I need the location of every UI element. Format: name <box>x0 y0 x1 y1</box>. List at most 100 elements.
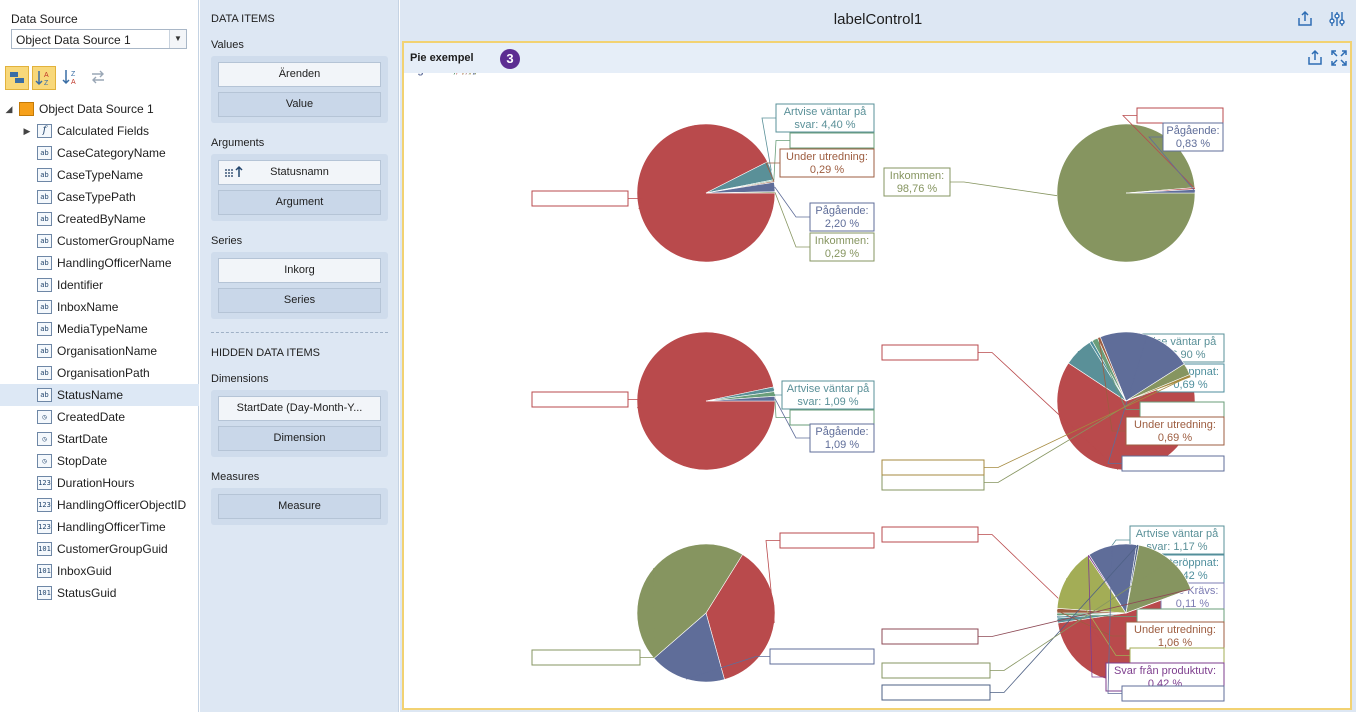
series-placeholder-button[interactable]: Series <box>218 288 381 313</box>
label-connector <box>773 140 790 181</box>
hidden-data-items-title: HIDDEN DATA ITEMS <box>211 347 320 359</box>
tree-item[interactable]: ab OrganisationName <box>0 340 199 362</box>
tree-item[interactable]: ab MediaTypeName <box>0 318 199 340</box>
tree-item[interactable]: ab CaseTypeName <box>0 164 199 186</box>
values-label: Values <box>211 39 244 51</box>
data-label-box <box>881 684 991 701</box>
date-field-icon: ◷ <box>37 432 52 446</box>
swap-icon[interactable] <box>86 66 110 90</box>
data-label-box <box>779 148 875 178</box>
data-label-box <box>779 532 875 549</box>
date-field-icon: ◷ <box>37 454 52 468</box>
tree-item[interactable]: ab CreatedByName <box>0 208 199 230</box>
func-field-icon: f <box>37 124 52 138</box>
label-connector <box>686 656 770 680</box>
data-label-box <box>809 423 875 453</box>
guid-field-icon: 101 <box>37 586 52 600</box>
number-field-icon: 123 <box>37 498 52 512</box>
pie-slice[interactable] <box>1056 555 1127 614</box>
data-label-box <box>531 190 629 207</box>
chevron-down-icon[interactable]: ▼ <box>169 30 186 48</box>
dimensions-group: StartDate (Day-Month-Y... Dimension <box>211 390 388 457</box>
collapsed-arrow-icon[interactable]: ▶ <box>23 126 31 136</box>
group-by-type-icon[interactable] <box>5 66 29 90</box>
pie-item-title: Pie exempel <box>410 52 474 64</box>
tree-item-label: InboxGuid <box>57 564 112 578</box>
tree-item[interactable]: ◷ StopDate <box>0 450 199 472</box>
label-connector <box>984 368 1188 483</box>
tree-item[interactable]: 123 HandlingOfficerObjectID <box>0 494 199 516</box>
maximize-icon[interactable] <box>1330 49 1348 70</box>
tree-item[interactable]: ◷ StartDate <box>0 428 199 450</box>
tree-item[interactable]: ab StatusName <box>0 384 199 406</box>
data-label: Under utredning: 0,29 % <box>786 151 868 176</box>
string-field-icon: ab <box>37 344 52 358</box>
tree-item-label: HandlingOfficerObjectID <box>57 498 187 512</box>
values-item-button[interactable]: Ärenden <box>218 62 381 87</box>
dashboard-title: labelControl1 <box>833 11 923 28</box>
data-label-box <box>1139 401 1225 418</box>
tree-item[interactable]: 123 HandlingOfficerTime <box>0 516 199 538</box>
number-field-icon: 123 <box>37 476 52 490</box>
sort-grid-icon <box>224 161 246 184</box>
tree-item[interactable]: ab CaseCategoryName <box>0 142 199 164</box>
dimensions-item-button[interactable]: StartDate (Day-Month-Y... <box>218 396 381 421</box>
tree-item-label: CustomerGroupName <box>57 234 175 248</box>
tree-item[interactable]: ab Identifier <box>0 274 199 296</box>
tree-item[interactable]: ab InboxName <box>0 296 199 318</box>
tree-item[interactable]: ◢ Object Data Source 1 <box>0 98 199 120</box>
tree-item-label: CustomerGroupGuid <box>57 542 168 556</box>
dimensions-label: Dimensions <box>211 373 269 385</box>
string-field-icon: ab <box>37 146 52 160</box>
export-icon[interactable] <box>1296 10 1314 28</box>
label-connector <box>774 192 810 248</box>
number-field-icon: 123 <box>37 520 52 534</box>
series-label: Series <box>211 235 243 247</box>
tree-item[interactable]: 101 StatusGuid <box>0 582 199 604</box>
label-connector <box>765 162 780 182</box>
label-connector <box>1122 115 1196 189</box>
dimensions-placeholder-button[interactable]: Dimension <box>218 426 381 451</box>
tree-item-label: OrganisationPath <box>57 366 150 380</box>
data-items-title: DATA ITEMS <box>211 13 275 25</box>
tree-item[interactable]: ◷ CreatedDate <box>0 406 199 428</box>
label-connector <box>1107 335 1148 464</box>
series-item-button[interactable]: Inkorg <box>218 258 381 283</box>
data-label-box <box>881 628 979 645</box>
label-connector <box>990 559 1171 671</box>
data-label-box <box>1162 122 1224 152</box>
svg-text:Z: Z <box>44 80 49 87</box>
pie-slice[interactable] <box>653 612 725 683</box>
dashboard-settings-icon[interactable] <box>1328 10 1346 28</box>
data-source-combo[interactable]: Object Data Source 1 ▼ <box>11 29 187 49</box>
tree-item[interactable]: ▶ f Calculated Fields <box>0 120 199 142</box>
string-field-icon: ab <box>37 278 52 292</box>
pie-slice[interactable] <box>1099 331 1185 402</box>
export-icon[interactable] <box>1306 49 1324 70</box>
data-label-box <box>883 167 951 197</box>
data-label-box <box>531 649 641 666</box>
tree-item[interactable]: ab CustomerGroupName <box>0 230 199 252</box>
arguments-placeholder-button[interactable]: Argument <box>218 190 381 215</box>
data-label-box <box>769 648 875 665</box>
arguments-item-button[interactable]: Statusnamn <box>218 160 381 185</box>
label-connector <box>1087 555 1106 678</box>
label-connector <box>628 198 643 210</box>
data-label: Under utredning: 1,06 % <box>1134 624 1216 649</box>
tree-item[interactable]: ab CaseTypePath <box>0 186 199 208</box>
data-label-box <box>531 391 629 408</box>
pie-dashboard-item[interactable]: Pie exempel 3 Avslutat: 92,52 %Artvise v… <box>402 41 1352 710</box>
string-field-icon: ab <box>37 234 52 248</box>
tree-item[interactable]: 101 CustomerGroupGuid <box>0 538 199 560</box>
expanded-arrow-icon[interactable]: ◢ <box>5 104 13 114</box>
series-group: Inkorg Series <box>211 252 388 319</box>
tree-item[interactable]: ab OrganisationPath <box>0 362 199 384</box>
string-field-icon: ab <box>37 168 52 182</box>
values-placeholder-button[interactable]: Value <box>218 92 381 117</box>
measures-placeholder-button[interactable]: Measure <box>218 494 381 519</box>
tree-item[interactable]: 123 DurationHours <box>0 472 199 494</box>
tree-item[interactable]: ab HandlingOfficerName <box>0 252 199 274</box>
tree-item[interactable]: 101 InboxGuid <box>0 560 199 582</box>
